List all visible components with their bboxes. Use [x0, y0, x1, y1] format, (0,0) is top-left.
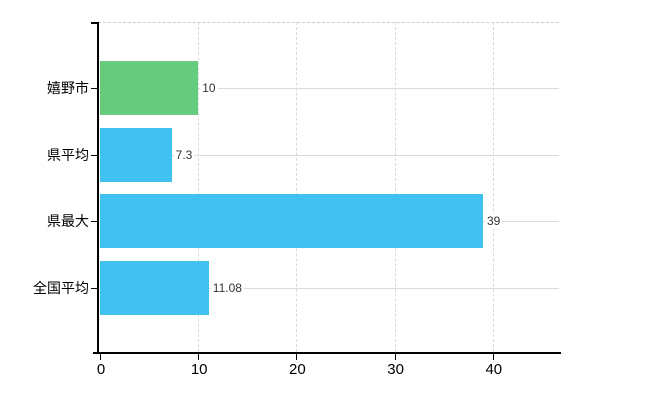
- bar-highlight: [100, 61, 199, 115]
- vertical-gridline: [296, 22, 298, 352]
- bar-value-label: 10: [200, 81, 218, 95]
- x-axis-tick: [394, 354, 396, 360]
- bar-value-label: 7.3: [173, 147, 195, 162]
- category-label: 県最大: [47, 213, 89, 230]
- x-axis-tick: [296, 354, 298, 360]
- x-axis-tick-label: 40: [485, 361, 503, 378]
- bar-value-label: 11.08: [210, 281, 244, 296]
- bar-series: [100, 261, 209, 316]
- x-axis-line: [93, 352, 561, 354]
- category-tick: [91, 221, 98, 223]
- plot-area-top-border: [98, 22, 559, 23]
- bar-series: [100, 194, 483, 249]
- x-axis-tick-label: 10: [190, 361, 208, 378]
- bar-value-label: 39: [484, 214, 503, 229]
- category-gridline: [100, 88, 559, 89]
- category-gridline: [100, 154, 559, 156]
- category-label: 嬉野市: [47, 80, 89, 96]
- category-tick: [91, 288, 98, 290]
- x-axis-tick: [492, 354, 494, 360]
- x-axis-tick-label: 0: [96, 361, 106, 378]
- x-axis-tick: [198, 354, 200, 360]
- category-tick: [91, 88, 98, 89]
- bar-series: [100, 127, 172, 182]
- category-label: 県平均: [47, 146, 89, 163]
- x-axis-tick-label: 30: [387, 361, 404, 378]
- x-axis-tick-label: 20: [289, 361, 306, 378]
- x-axis-tick: [100, 354, 101, 360]
- category-tick: [91, 154, 98, 156]
- y-axis-line: [97, 22, 99, 354]
- vertical-gridline: [394, 22, 396, 352]
- vertical-gridline: [492, 22, 494, 352]
- category-label: 全国平均: [33, 280, 89, 297]
- category-gridline: [100, 288, 559, 290]
- y-axis-top-tick: [91, 22, 97, 24]
- vertical-gridline: [198, 22, 200, 352]
